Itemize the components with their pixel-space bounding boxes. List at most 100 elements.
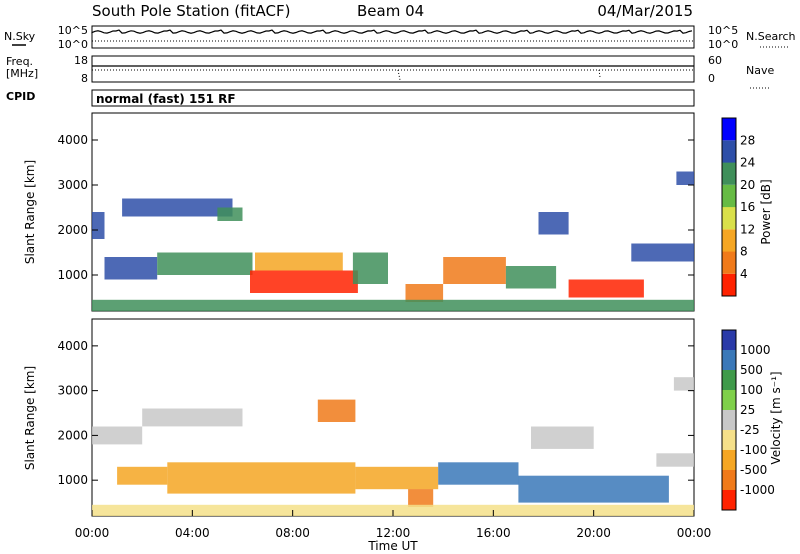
velocity-echo-region: [408, 489, 434, 507]
velocity-echo-region: [531, 426, 594, 449]
velocity-echo-region: [656, 453, 694, 467]
velocity-ytick-label: 4000: [57, 339, 88, 353]
x-tick-label: 20:00: [576, 526, 611, 540]
power-colorbar-swatch: [722, 184, 736, 208]
power-colorbar-tick: 20: [740, 178, 755, 192]
power-colorbar-swatch: [722, 251, 736, 274]
velocity-colorbar-swatch: [722, 390, 736, 410]
power-colorbar-swatch: [722, 273, 736, 297]
nsky-trace: [91, 29, 693, 34]
freq-label: Freq.: [6, 55, 33, 68]
power-ytick-label: 3000: [57, 178, 88, 192]
power-echo-region: [157, 252, 253, 275]
velocity-colorbar-label: Velocity [m s⁻¹]: [769, 371, 783, 464]
power-echo-region: [538, 212, 569, 235]
power-echo-region: [104, 257, 158, 280]
velocity-echo-region: [142, 408, 243, 427]
power-plot-frame: [91, 112, 695, 312]
power-colorbar-frame: [721, 117, 737, 297]
velocity-colorbar-tick: 100: [740, 383, 763, 397]
power-echo-region: [250, 270, 358, 293]
power-echo-region: [676, 171, 694, 185]
power-echo-region: [405, 284, 444, 302]
velocity-ytick-label: 1000: [57, 473, 88, 487]
velocity-colorbar-tick: -500: [740, 463, 767, 477]
nave-tick-high: 60: [708, 54, 722, 67]
power-colorbar-tick: 4: [740, 267, 748, 281]
x-tick-label: 16:00: [476, 526, 511, 540]
x-tick-label: 00:00: [677, 526, 712, 540]
nave-tick-low: 0: [708, 72, 715, 85]
cpid-label: CPID: [6, 90, 35, 103]
velocity-ytick-label: 2000: [57, 428, 88, 442]
nave-spike: [397, 69, 401, 81]
velocity-colorbar-tick: -1000: [740, 483, 775, 497]
power-echo-region: [255, 252, 343, 271]
velocity-panel: Slant Range [km] 1000 2000 3000 4000 00:00 0…: [23, 318, 783, 553]
velocity-echo-region: [355, 466, 439, 490]
power-echo-region: [92, 212, 105, 239]
velocity-colorbar-swatch: [722, 450, 736, 470]
velocity-echo-region: [518, 475, 669, 503]
power-echo-region: [505, 266, 557, 289]
nsearch-tick-low: 10^0: [708, 38, 738, 51]
velocity-colorbar-swatch: [722, 370, 736, 390]
power-colorbar-tick: 12: [740, 222, 755, 236]
date-label: 04/Mar/2015: [597, 2, 693, 20]
power-ylabel: Slant Range [km]: [23, 160, 37, 264]
velocity-ytick-label: 3000: [57, 384, 88, 398]
power-colorbar-swatch: [722, 118, 736, 141]
power-echo-region: [352, 252, 388, 284]
velocity-ylabel: Slant Range [km]: [23, 366, 37, 470]
nave-label: Nave: [746, 64, 774, 77]
power-echo-region: [217, 207, 243, 221]
power-colorbar-tick: 8: [740, 245, 748, 259]
power-colorbar-tick: 28: [740, 133, 755, 147]
freq-tick-low: 8: [81, 72, 88, 85]
velocity-colorbar-tick: 1000: [740, 343, 771, 357]
station-title: South Pole Station (fitACF): [92, 2, 290, 20]
velocity-echo-region: [167, 462, 356, 494]
velocity-colorbar-swatch: [722, 350, 736, 370]
nave-spike: [598, 69, 601, 78]
power-ytick-label: 1000: [57, 268, 88, 282]
power-echo-region: [568, 279, 644, 298]
power-echo-region: [631, 243, 694, 262]
velocity-echo-region: [317, 399, 356, 422]
velocity-colorbar-swatch: [722, 430, 736, 450]
power-echo-region: [92, 299, 694, 312]
cpid-panel-frame: [91, 89, 695, 107]
x-tick-label: 00:00: [75, 526, 110, 540]
nsearch-label: N.Search: [746, 30, 796, 43]
x-tick-label: 04:00: [175, 526, 210, 540]
velocity-echo-region: [117, 466, 168, 485]
power-colorbar-swatch: [722, 229, 736, 252]
freq-tick-high: 18: [74, 54, 88, 67]
velocity-colorbar-swatch: [722, 490, 736, 510]
power-colorbar-tick: 16: [740, 200, 755, 214]
velocity-colorbar-tick: -100: [740, 443, 767, 457]
power-colorbar-label: Power [dB]: [759, 179, 773, 244]
power-echo-region: [443, 257, 506, 284]
nsky-panel-frame: [91, 25, 695, 49]
x-tick-label: 08:00: [275, 526, 310, 540]
velocity-colorbar-tick: 500: [740, 363, 763, 377]
velocity-colorbar-swatch: [722, 470, 736, 490]
power-panel: Slant Range [km] 1000 2000 3000 4000 4 8 12 16…: [23, 112, 773, 312]
power-ytick-label: 2000: [57, 223, 88, 237]
velocity-colorbar-tick: 25: [740, 403, 755, 417]
nsky-tick-low: 10^0: [58, 38, 88, 51]
velocity-colorbar-swatch: [722, 330, 736, 350]
beam-label: Beam 04: [357, 2, 424, 20]
velocity-colorbar-swatch: [722, 410, 736, 430]
freq-unit-label: [MHz]: [6, 67, 38, 80]
nsky-label: N.Sky: [4, 30, 36, 43]
nsearch-tick-high: 10^5: [708, 24, 738, 37]
velocity-echo-region: [92, 426, 143, 445]
power-ytick-label: 4000: [57, 133, 88, 147]
x-tick-label: 12:00: [376, 526, 411, 540]
power-colorbar-swatch: [722, 162, 736, 185]
power-colorbar-swatch: [722, 140, 736, 163]
freq-panel-frame: [91, 55, 695, 83]
